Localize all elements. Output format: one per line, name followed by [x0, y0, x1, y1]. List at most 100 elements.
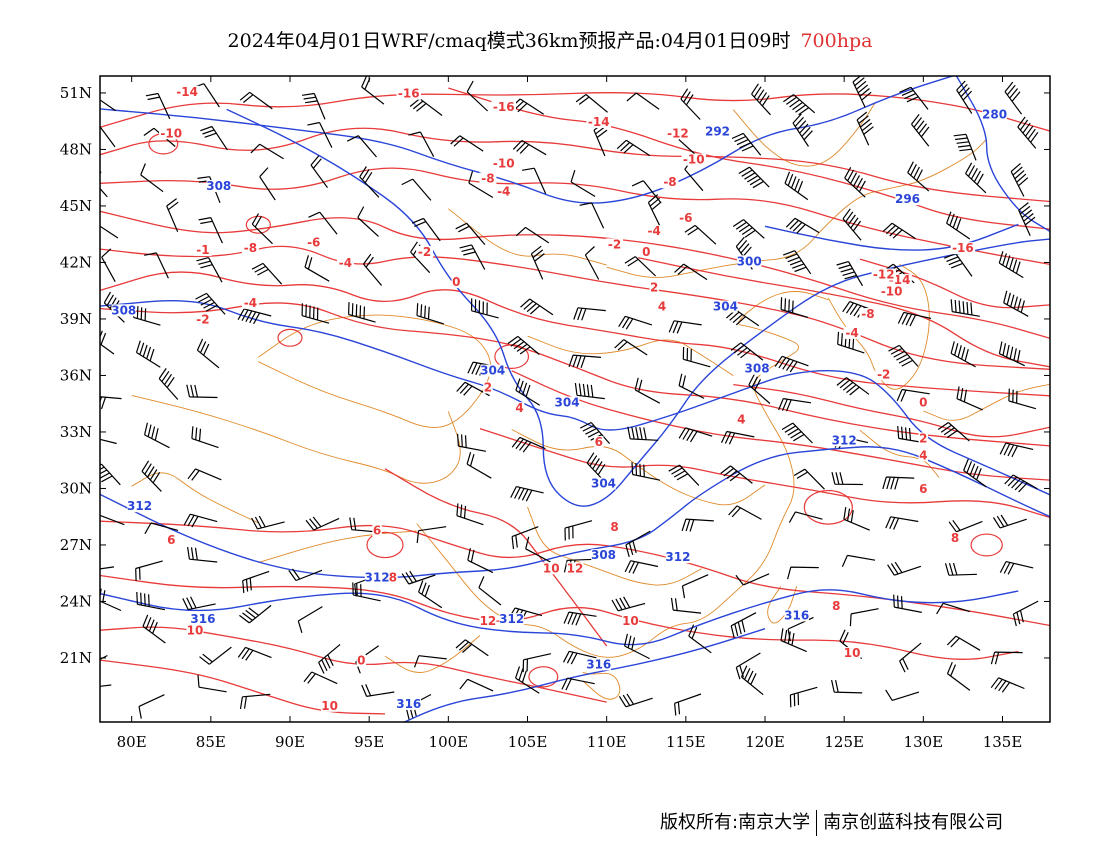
label-backdrop	[194, 313, 212, 326]
label-backdrop	[480, 364, 505, 377]
label-backdrop	[645, 225, 663, 238]
label-backdrop	[744, 362, 770, 375]
wind-barb	[457, 433, 487, 452]
wind-barb	[166, 198, 179, 233]
wind-barb	[310, 155, 328, 189]
wind-barb	[998, 341, 1025, 367]
wind-barb	[748, 373, 771, 404]
wind-barb	[882, 476, 915, 490]
temperature-contour-loop	[970, 533, 1003, 557]
lat-label: 36N	[60, 366, 92, 384]
wind-barb	[990, 677, 1025, 693]
label-backdrop	[241, 296, 259, 309]
wind-barb	[735, 573, 770, 586]
wind-barb	[885, 516, 919, 530]
lon-label: 115E	[666, 733, 706, 751]
lon-label: 95E	[354, 733, 384, 751]
wind-barb	[616, 139, 651, 157]
temperature-label: 6	[167, 533, 175, 547]
wind-barb	[303, 671, 338, 685]
wind-barb	[416, 526, 447, 544]
wind-barb	[720, 465, 753, 484]
wind-barb	[728, 505, 762, 520]
wind-barb	[136, 591, 166, 611]
wind-barb	[681, 574, 709, 599]
wind-barb	[668, 320, 702, 334]
label-backdrop	[305, 236, 323, 249]
temperature-label: 8	[389, 571, 397, 585]
temperature-label: -2	[418, 245, 431, 259]
wind-barb	[1017, 116, 1039, 149]
temperature-contour-loop	[803, 489, 853, 525]
wind-barb	[144, 422, 170, 449]
wind-barb	[515, 226, 550, 244]
temperature-label: -8	[244, 241, 257, 255]
wind-barb	[670, 597, 702, 614]
label-backdrop	[542, 562, 560, 575]
height-contour	[955, 76, 1050, 232]
wind-barb	[561, 677, 595, 691]
copyright-owner: 版权所有:南京大学	[660, 812, 811, 833]
contour-labels: -16-14-16-14-12-10-10 -10-8-8-4-6-4-20-8-…	[111, 85, 1007, 713]
temperature-label: -8	[861, 307, 874, 321]
height-contour	[764, 223, 1019, 251]
wind-barb	[144, 252, 169, 279]
temperature-label: -12	[667, 126, 689, 140]
lon-label: 125E	[824, 733, 864, 751]
label-backdrop	[586, 115, 611, 128]
wind-barb	[408, 131, 435, 157]
label-backdrop	[879, 285, 904, 298]
wind-barb	[570, 170, 596, 198]
wind-barb	[563, 611, 597, 626]
temperature-label: -10	[493, 156, 515, 170]
temperature-label: -8	[663, 175, 676, 189]
label-backdrop	[190, 613, 216, 626]
height-label: 280	[982, 107, 1007, 121]
wind-barb	[674, 263, 708, 281]
wind-barb	[897, 426, 927, 444]
temperature-label: 0	[452, 275, 460, 289]
label-backdrop	[843, 647, 861, 660]
label-backdrop	[784, 609, 809, 622]
temperature-label: -2	[608, 237, 621, 251]
wind-barb	[135, 560, 163, 581]
wind-barb	[837, 331, 865, 354]
wind-barb	[956, 386, 983, 411]
lat-label: 45N	[60, 197, 92, 215]
temperature-contour	[100, 520, 1050, 627]
lat-label: 48N	[60, 140, 92, 158]
wind-barb	[466, 452, 492, 479]
title-main: 2024年04月01日WRF/cmaq模式36km预报产品:04月01日09时	[227, 30, 791, 52]
wind-barb	[301, 303, 330, 324]
wind-barb	[100, 566, 115, 570]
wind-barb	[242, 570, 270, 593]
label-backdrop	[831, 599, 841, 612]
wind-barb	[907, 161, 930, 192]
wind-barb	[946, 635, 981, 651]
lon-label: 120E	[745, 733, 785, 751]
boundary-line	[923, 383, 1050, 421]
temperature-label: -16	[398, 87, 420, 101]
wind-barb	[196, 257, 223, 283]
temperature-label: -14	[588, 115, 610, 129]
label-backdrop	[591, 549, 616, 562]
height-label: 296	[895, 192, 920, 206]
wind-barb	[308, 211, 338, 235]
wind-barb	[726, 309, 760, 327]
label-backdrop	[657, 300, 667, 313]
wind-barb	[787, 566, 819, 580]
label-backdrop	[514, 402, 525, 415]
wind-barb	[196, 338, 220, 369]
label-backdrop	[364, 571, 390, 584]
label-backdrop	[736, 413, 746, 426]
wind-barb	[631, 462, 661, 481]
wind-barb	[780, 628, 807, 653]
boundary-line	[384, 635, 481, 673]
wind-barb	[520, 298, 554, 316]
height-contour	[100, 299, 1050, 496]
temperature-contour	[511, 370, 1050, 481]
label-backdrop	[321, 699, 339, 712]
temperature-label: -4	[497, 185, 510, 199]
wind-barb	[899, 642, 922, 673]
label-backdrop	[159, 127, 184, 140]
